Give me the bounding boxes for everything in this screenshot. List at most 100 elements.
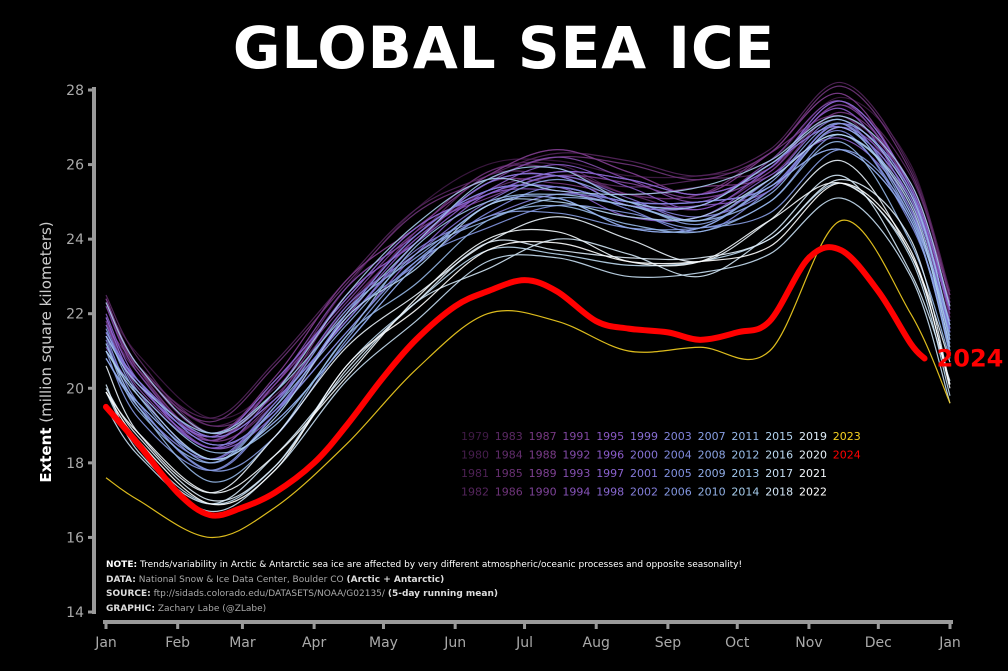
- legend-entry-2024: 2024: [833, 449, 861, 462]
- series-line-1982: [105, 81, 951, 419]
- legend-entry-2008: 2008: [698, 449, 726, 462]
- legend-entry-1996: 1996: [596, 449, 624, 462]
- legend-entry-1984: 1984: [495, 449, 523, 462]
- data-line: DATA: National Snow & Ice Data Center, B…: [106, 574, 445, 585]
- series-line-1988: [105, 92, 951, 434]
- legend-entry-2023: 2023: [833, 430, 861, 443]
- x-tick-label: Jan: [94, 635, 117, 651]
- end-label-2024: 2024: [937, 344, 1004, 372]
- legend-entry-1991: 1991: [562, 430, 590, 443]
- x-tick-label: Jul: [515, 635, 533, 651]
- legend-entry-1990: 1990: [529, 486, 557, 499]
- series-line-2022: [105, 182, 951, 506]
- x-tick-label: Dec: [865, 635, 892, 651]
- series-line-2013: [105, 118, 951, 434]
- legend-entry-2012: 2012: [731, 449, 759, 462]
- x-tick-label: Mar: [229, 635, 256, 651]
- legend-entry-2022: 2022: [799, 486, 827, 499]
- x-tick-label: May: [369, 635, 398, 651]
- legend-entry-2017: 2017: [765, 467, 793, 480]
- legend-entry-2015: 2015: [765, 430, 793, 443]
- legend-entry-1997: 1997: [596, 467, 624, 480]
- legend-entry-1985: 1985: [495, 467, 523, 480]
- legend-entry-2003: 2003: [664, 430, 692, 443]
- legend-entry-2020: 2020: [799, 449, 827, 462]
- legend-entry-2019: 2019: [799, 430, 827, 443]
- series-line-2008: [105, 122, 951, 464]
- y-tick-label: 26: [66, 158, 84, 174]
- x-tick-label: Aug: [583, 635, 610, 651]
- legend-entry-1989: 1989: [529, 467, 557, 480]
- legend-entry-2002: 2002: [630, 486, 658, 499]
- y-tick-label: 18: [66, 456, 84, 472]
- legend-entry-1993: 1993: [562, 467, 590, 480]
- legend-entry-2006: 2006: [664, 486, 692, 499]
- series-line-2015: [105, 133, 951, 461]
- chart-title: GLOBAL SEA ICE: [232, 14, 776, 82]
- y-tick-label: 14: [66, 605, 84, 621]
- legend-entry-1980: 1980: [461, 449, 489, 462]
- legend-entry-1986: 1986: [495, 486, 523, 499]
- series-line-2011: [105, 141, 951, 483]
- x-tick-label: Jan: [938, 635, 961, 651]
- legend-entry-2011: 2011: [731, 430, 759, 443]
- legend-entry-1995: 1995: [596, 430, 624, 443]
- y-tick-label: 16: [66, 530, 84, 546]
- series-line-2014: [105, 115, 951, 435]
- x-tick-label: Nov: [795, 635, 822, 651]
- series-line-2010: [105, 126, 951, 464]
- series-line-2023: [105, 219, 951, 539]
- y-tick-label: 28: [66, 83, 84, 99]
- series-line-2004: [105, 130, 951, 471]
- legend-entry-2004: 2004: [664, 449, 692, 462]
- series-line-1987: [105, 111, 951, 442]
- x-tick-label: Oct: [725, 635, 750, 651]
- graphic-line: GRAPHIC: Zachary Labe (@ZLabe): [106, 603, 267, 614]
- notes-block: NOTE: Trends/variability in Arctic & Ant…: [106, 558, 742, 616]
- series-line-1981: [105, 114, 951, 427]
- legend-entry-1988: 1988: [529, 449, 557, 462]
- note-line: NOTE: Trends/variability in Arctic & Ant…: [106, 560, 743, 570]
- series-line-2020: [105, 159, 951, 494]
- legend-entry-2001: 2001: [630, 467, 658, 480]
- legend-entry-1992: 1992: [562, 449, 590, 462]
- x-tick-label: Jun: [443, 635, 466, 651]
- series-line-1980: [105, 92, 951, 434]
- legend-entry-2007: 2007: [698, 430, 726, 443]
- series-line-1995: [105, 126, 951, 450]
- y-tick-label: 20: [66, 381, 84, 397]
- legend-entry-1999: 1999: [630, 430, 658, 443]
- series-line-1983: [105, 104, 951, 435]
- series-line-1979: [105, 96, 951, 420]
- legend-entry-2016: 2016: [765, 449, 793, 462]
- legend-entry-2000: 2000: [630, 449, 658, 462]
- legend-entry-2021: 2021: [799, 467, 827, 480]
- series-line-2017: [105, 197, 951, 512]
- legend-entry-1981: 1981: [461, 467, 489, 480]
- series-line-2024: [103, 244, 928, 519]
- series-line-1996: [105, 107, 951, 449]
- legend-entry-1982: 1982: [461, 486, 489, 499]
- legend-entry-1979: 1979: [461, 430, 489, 443]
- legend-entry-1998: 1998: [596, 486, 624, 499]
- legend-entry-1983: 1983: [495, 430, 523, 443]
- series-line-1986: [105, 85, 951, 423]
- series-line-2007: [105, 149, 951, 472]
- legend-entry-2014: 2014: [731, 486, 759, 499]
- series-line-2019: [105, 178, 951, 502]
- legend-entry-2013: 2013: [731, 467, 759, 480]
- legend-entry-1994: 1994: [562, 486, 590, 499]
- legend-entry-2009: 2009: [698, 467, 726, 480]
- legend-entry-1987: 1987: [529, 430, 557, 443]
- series-line-2009: [105, 148, 951, 460]
- y-tick-label: 24: [66, 232, 84, 248]
- legend-entry-2005: 2005: [664, 467, 692, 480]
- x-tick-label: Apr: [302, 635, 326, 651]
- x-tick-label: Feb: [165, 635, 190, 651]
- x-tick-label: Sep: [655, 635, 682, 651]
- y-tick-label: 22: [66, 307, 84, 323]
- legend-entry-2018: 2018: [765, 486, 793, 499]
- legend-entry-2010: 2010: [698, 486, 726, 499]
